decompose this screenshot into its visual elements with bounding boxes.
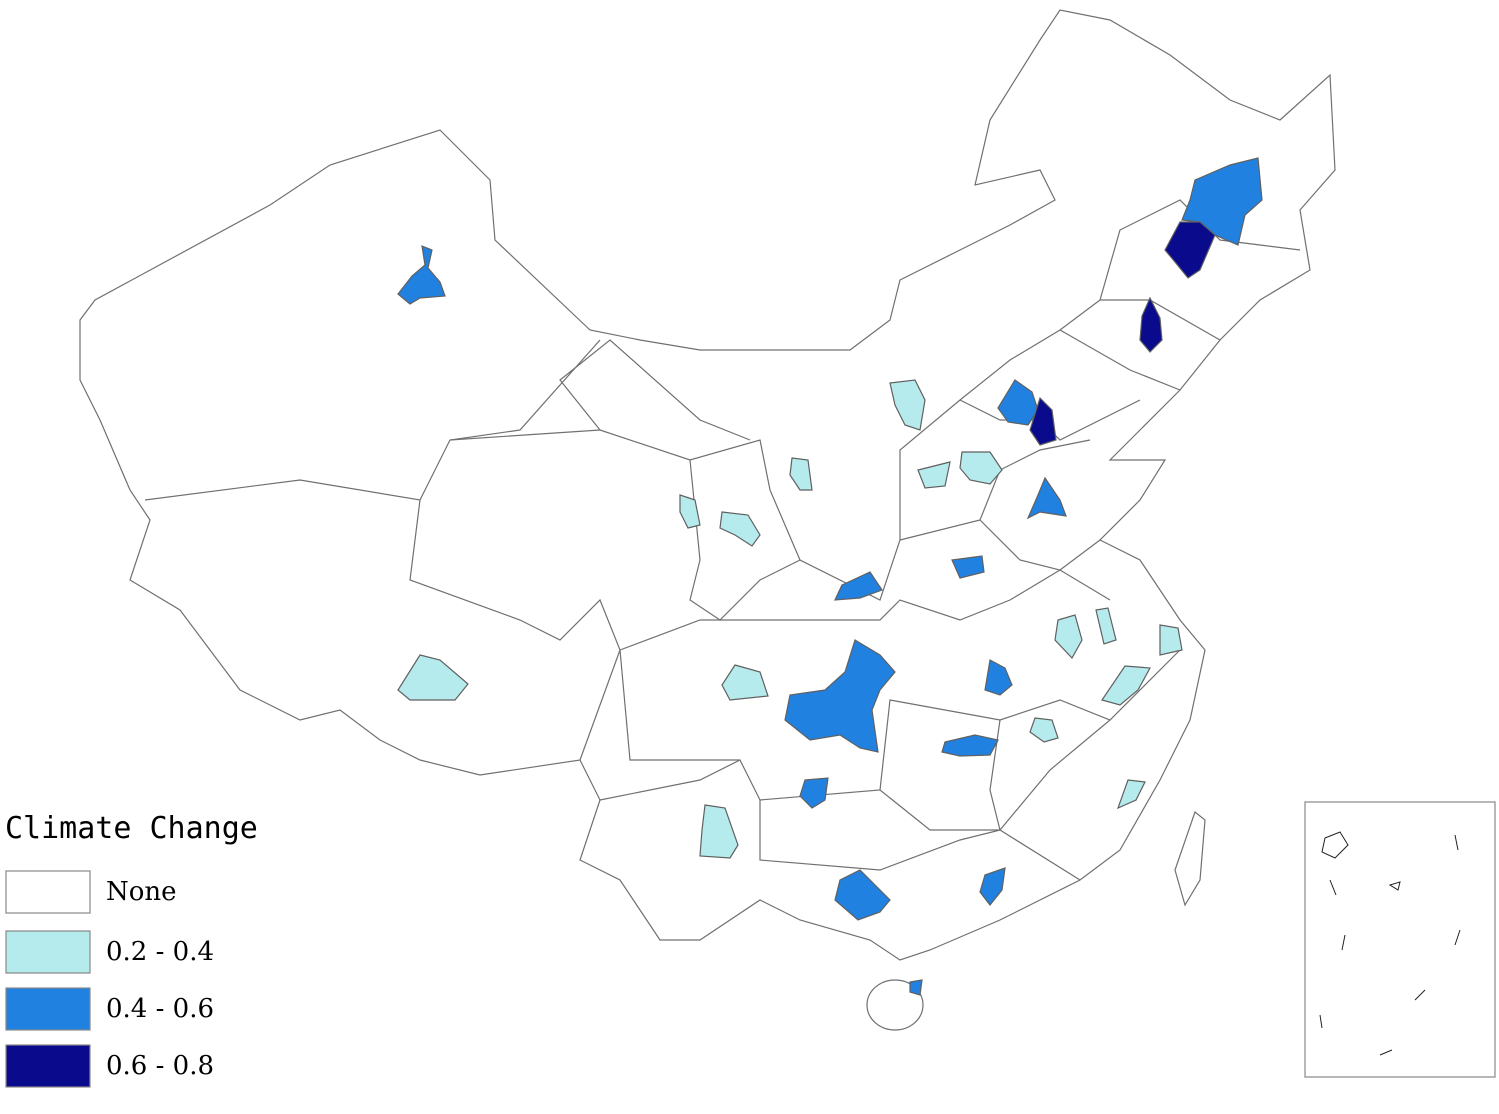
region [397,654,469,701]
legend-label: 0.4 - 0.6 [106,994,214,1024]
legend-swatch [5,930,91,974]
inset [1304,801,1496,1078]
region [679,494,701,529]
legend-swatch [5,1044,91,1088]
region [699,804,739,859]
region [1164,221,1216,279]
region [799,777,829,809]
region-fills [397,157,1263,996]
region [721,664,769,701]
region [917,461,951,489]
region [834,571,883,601]
region [1026,476,1067,520]
region [784,639,896,753]
region [997,379,1039,426]
region [1139,296,1163,353]
region [1029,396,1057,446]
legend-label: 0.6 - 0.8 [106,1051,214,1081]
region [719,511,761,547]
region [1159,624,1183,656]
legend-label: 0.2 - 0.4 [106,937,214,967]
region [941,734,999,757]
region [1054,614,1083,660]
region [959,451,1003,485]
region [889,379,926,431]
region [789,457,813,491]
region [834,869,891,921]
region [951,555,985,579]
region [909,979,923,996]
region [984,659,1013,696]
region [979,867,1006,906]
legend-swatch [5,870,91,914]
legend: Climate Change None 0.2 - 0.4 0.4 - 0.6 0.6… [5,811,258,1088]
region [397,245,446,305]
legend-title: Climate Change [5,811,258,846]
country-outline [79,9,1336,1031]
province-borders [144,199,1301,881]
region [1116,779,1146,810]
legend-swatch [5,987,91,1031]
region [1029,717,1059,743]
region [1101,665,1151,706]
region [1095,607,1117,645]
legend-label: None [106,877,177,907]
